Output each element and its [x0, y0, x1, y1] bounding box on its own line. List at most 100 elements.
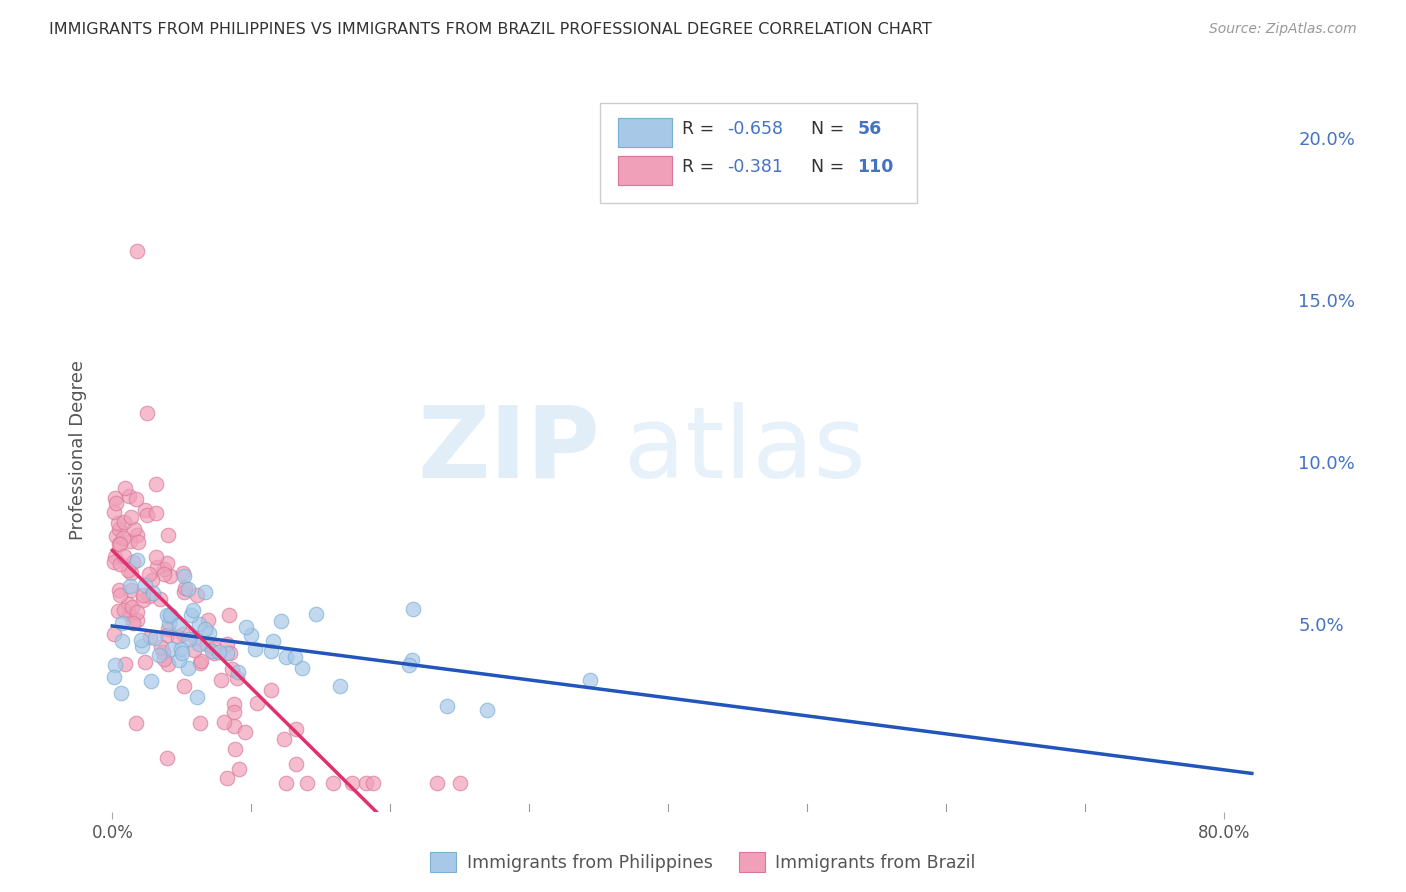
Point	[219, 646, 242, 660]
Point	[117, 597, 139, 611]
Point	[194, 622, 217, 636]
Text: N =: N =	[811, 120, 849, 138]
Point	[131, 639, 153, 653]
Point	[291, 661, 314, 675]
FancyBboxPatch shape	[619, 118, 672, 147]
Point	[112, 603, 135, 617]
Point	[156, 751, 179, 765]
Text: atlas: atlas	[624, 402, 866, 499]
Text: 110: 110	[858, 158, 894, 176]
Point	[159, 569, 181, 583]
Point	[285, 757, 308, 772]
Point	[218, 607, 240, 622]
Point	[127, 553, 149, 567]
Point	[104, 657, 127, 672]
Point	[145, 506, 167, 520]
Text: Source: ZipAtlas.com: Source: ZipAtlas.com	[1209, 22, 1357, 37]
Point	[354, 775, 377, 789]
Point	[127, 244, 149, 259]
Point	[118, 489, 141, 503]
Point	[260, 683, 283, 698]
Point	[103, 505, 125, 519]
Point	[233, 725, 256, 739]
Point	[136, 406, 159, 420]
Point	[108, 582, 131, 597]
Point	[197, 613, 219, 627]
Point	[217, 646, 239, 660]
Point	[125, 716, 148, 731]
Point	[477, 704, 499, 718]
Point	[204, 640, 226, 655]
Point	[195, 637, 218, 651]
Point	[148, 648, 170, 662]
Point	[138, 589, 160, 603]
Point	[284, 650, 307, 665]
Point	[145, 477, 167, 491]
Point	[152, 645, 174, 659]
Point	[134, 578, 156, 592]
Point	[305, 607, 328, 622]
Point	[226, 665, 249, 680]
Point	[107, 516, 129, 530]
Point	[104, 496, 127, 510]
Point	[262, 633, 284, 648]
Point	[156, 628, 179, 642]
Point	[224, 705, 246, 719]
Y-axis label: Professional Degree: Professional Degree	[69, 360, 87, 541]
Point	[177, 582, 200, 596]
Point	[172, 627, 194, 641]
Point	[125, 528, 148, 542]
Point	[103, 549, 125, 564]
Point	[401, 653, 423, 667]
Text: -0.658: -0.658	[727, 120, 783, 138]
Point	[108, 557, 131, 571]
Point	[125, 491, 148, 506]
Point	[122, 615, 145, 630]
Point	[183, 643, 205, 657]
Point	[110, 686, 132, 700]
Point	[202, 646, 225, 660]
Point	[186, 690, 208, 705]
Point	[142, 586, 165, 600]
Point	[138, 630, 160, 644]
Point	[129, 632, 152, 647]
Point	[188, 656, 211, 670]
Point	[138, 566, 160, 581]
Point	[157, 657, 180, 671]
Point	[224, 742, 246, 756]
Point	[141, 674, 163, 689]
Point	[122, 522, 145, 536]
Point	[118, 534, 141, 549]
Point	[449, 775, 471, 789]
Point	[273, 732, 295, 747]
Point	[222, 719, 245, 733]
Point	[270, 614, 292, 628]
Point	[172, 566, 194, 580]
Point	[112, 549, 135, 563]
Point	[183, 603, 205, 617]
Point	[159, 607, 181, 622]
Point	[159, 608, 181, 623]
Point	[156, 607, 179, 622]
Point	[111, 634, 134, 648]
Point	[103, 670, 125, 684]
Point	[108, 537, 131, 551]
Point	[107, 604, 129, 618]
Point	[111, 615, 134, 630]
Point	[125, 606, 148, 620]
Point	[157, 528, 180, 542]
Point	[153, 562, 176, 576]
Point	[198, 626, 221, 640]
Point	[134, 502, 156, 516]
Point	[117, 562, 139, 576]
Point	[426, 775, 449, 789]
Point	[188, 616, 211, 631]
Point	[180, 608, 202, 623]
Point	[228, 762, 250, 776]
Point	[127, 534, 149, 549]
Point	[246, 697, 269, 711]
Point	[118, 607, 141, 621]
Point	[221, 662, 243, 676]
FancyBboxPatch shape	[600, 103, 917, 202]
Point	[155, 557, 177, 571]
